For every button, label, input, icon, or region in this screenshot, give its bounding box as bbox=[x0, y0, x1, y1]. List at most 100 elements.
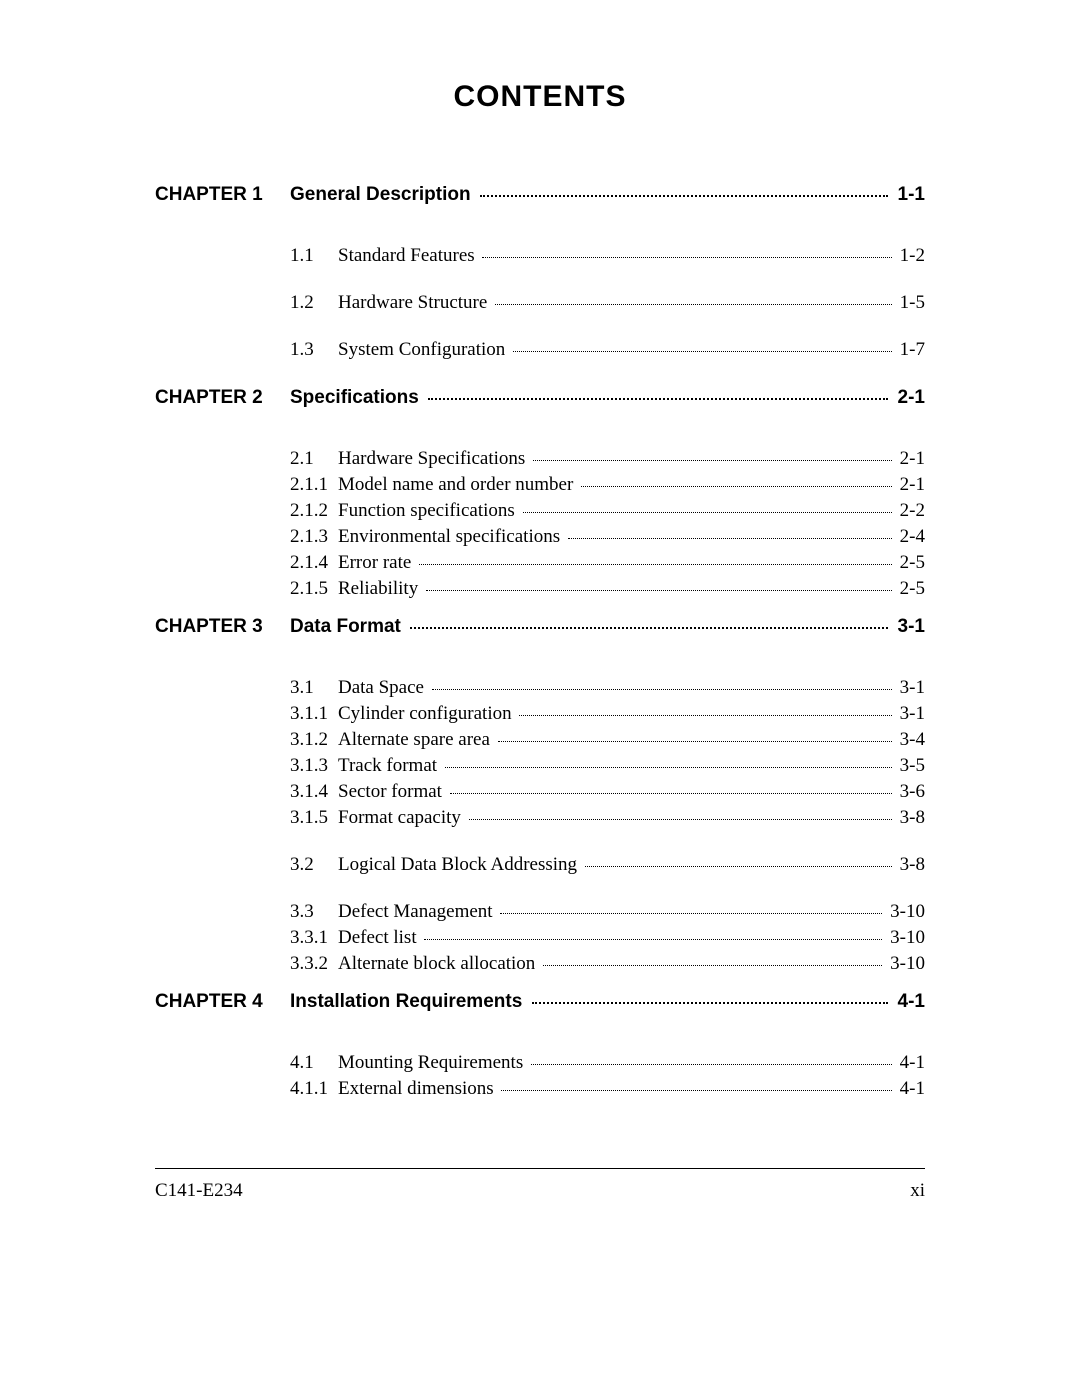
subsection-number: 3.1.4 bbox=[290, 782, 338, 801]
subsection-number: 3.1.2 bbox=[290, 730, 338, 749]
chapter-title-text: Specifications bbox=[290, 387, 424, 409]
subsection-title: Function specifications bbox=[338, 501, 520, 520]
section-page: 2-1 bbox=[895, 449, 925, 468]
subsection-page: 3-4 bbox=[895, 730, 925, 749]
subsection-page: 3-8 bbox=[895, 808, 925, 827]
section-row: 1.1Standard Features 1-2 bbox=[290, 246, 925, 265]
subsection-title: Error rate bbox=[338, 553, 416, 572]
leader-dots bbox=[426, 590, 892, 591]
section-title: Hardware Specifications bbox=[338, 449, 530, 468]
section-number: 3.1 bbox=[290, 678, 338, 697]
subsection-number: 3.1.3 bbox=[290, 756, 338, 775]
subsection-title: Alternate block allocation bbox=[338, 954, 540, 973]
subsection-number: 3.1.5 bbox=[290, 808, 338, 827]
chapter-label: CHAPTER 2 bbox=[155, 387, 290, 409]
subsection-row: 2.1.3Environmental specifications 2-4 bbox=[290, 527, 925, 546]
subsection-row: 2.1.4Error rate 2-5 bbox=[290, 553, 925, 572]
section-page: 3-10 bbox=[885, 902, 925, 921]
section-page: 3-8 bbox=[895, 855, 925, 874]
leader-dots bbox=[495, 304, 892, 305]
chapter-row: CHAPTER 3Data Format 3-1 bbox=[155, 616, 925, 638]
footer-doc-id: C141-E234 bbox=[155, 1180, 243, 1202]
subsection-number: 2.1.4 bbox=[290, 553, 338, 572]
section-page: 3-1 bbox=[895, 678, 925, 697]
toc-page: CONTENTS CHAPTER 1General Description 1-… bbox=[155, 80, 925, 1116]
section-number: 1.2 bbox=[290, 293, 338, 312]
chapter-row: CHAPTER 2Specifications 2-1 bbox=[155, 387, 925, 409]
subsection-title: Cylinder configuration bbox=[338, 704, 516, 723]
leader-dots bbox=[513, 351, 892, 352]
section-page: 1-7 bbox=[895, 340, 925, 359]
section-title: Standard Features bbox=[338, 246, 479, 265]
chapter-title: General Description 1-1 bbox=[290, 184, 925, 206]
subsection-title: Alternate spare area bbox=[338, 730, 495, 749]
leader-dots bbox=[424, 939, 882, 940]
leader-dots bbox=[432, 689, 892, 690]
leader-dots bbox=[445, 767, 892, 768]
subsection-page: 2-5 bbox=[895, 553, 925, 572]
subsection-title: Format capacity bbox=[338, 808, 466, 827]
leader-dots bbox=[585, 866, 892, 867]
subsection-page: 3-10 bbox=[885, 928, 925, 947]
section-row: 1.3System Configuration 1-7 bbox=[290, 340, 925, 359]
chapter-title: Specifications 2-1 bbox=[290, 387, 925, 409]
leader-dots bbox=[531, 1064, 892, 1065]
chapter-label: CHAPTER 3 bbox=[155, 616, 290, 638]
subsection-title: Reliability bbox=[338, 579, 423, 598]
subsection-number: 2.1.1 bbox=[290, 475, 338, 494]
subsection-number: 3.3.2 bbox=[290, 954, 338, 973]
section-number: 3.3 bbox=[290, 902, 338, 921]
leader-dots bbox=[523, 512, 892, 513]
leader-dots bbox=[450, 793, 892, 794]
chapter-row: CHAPTER 1General Description 1-1 bbox=[155, 184, 925, 206]
leader-dots bbox=[519, 715, 892, 716]
subsection-row: 2.1.5Reliability 2-5 bbox=[290, 579, 925, 598]
subsection-title: Track format bbox=[338, 756, 442, 775]
section-block: 2.1Hardware Specifications 2-1 2.1.1Model… bbox=[290, 449, 925, 598]
leader-dots bbox=[482, 257, 892, 258]
chapter-page: 2-1 bbox=[892, 387, 925, 409]
leader-dots bbox=[581, 486, 892, 487]
section-number: 1.3 bbox=[290, 340, 338, 359]
chapter-row: CHAPTER 4Installation Requirements 4-1 bbox=[155, 991, 925, 1013]
subsection-row: 3.1.3Track format 3-5 bbox=[290, 756, 925, 775]
subsection-page: 3-10 bbox=[885, 954, 925, 973]
section-page: 1-5 bbox=[895, 293, 925, 312]
footer-page-number: xi bbox=[910, 1180, 925, 1202]
subsection-number: 4.1.1 bbox=[290, 1079, 338, 1098]
section-block: 3.1Data Space 3-13.1.1Cylinder configura… bbox=[290, 678, 925, 973]
leader-dots bbox=[532, 1002, 889, 1004]
leader-dots bbox=[410, 627, 888, 629]
toc-body: CHAPTER 1General Description 1-1 1.1Stand… bbox=[155, 184, 925, 1098]
section-row: 4.1Mounting Requirements 4-1 bbox=[290, 1053, 925, 1072]
subsection-row: 4.1.1External dimensions 4-1 bbox=[290, 1079, 925, 1098]
chapter-title: Data Format 3-1 bbox=[290, 616, 925, 638]
subsection-row: 3.1.1Cylinder configuration 3-1 bbox=[290, 704, 925, 723]
section-page: 4-1 bbox=[895, 1053, 925, 1072]
subsection-page: 2-4 bbox=[895, 527, 925, 546]
subsection-page: 4-1 bbox=[895, 1079, 925, 1098]
subsection-row: 2.1.2Function specifications 2-2 bbox=[290, 501, 925, 520]
subsection-row: 3.3.2Alternate block allocation 3-10 bbox=[290, 954, 925, 973]
subsection-number: 2.1.3 bbox=[290, 527, 338, 546]
section-number: 1.1 bbox=[290, 246, 338, 265]
subsection-title: Environmental specifications bbox=[338, 527, 565, 546]
section-page: 1-2 bbox=[895, 246, 925, 265]
subsection-row: 3.1.5Format capacity 3-8 bbox=[290, 808, 925, 827]
section-title: Defect Management bbox=[338, 902, 497, 921]
leader-dots bbox=[543, 965, 882, 966]
section-number: 3.2 bbox=[290, 855, 338, 874]
chapter-page: 1-1 bbox=[892, 184, 925, 206]
leader-dots bbox=[469, 819, 892, 820]
section-title: Logical Data Block Addressing bbox=[338, 855, 582, 874]
subsection-title: Defect list bbox=[338, 928, 421, 947]
subsection-title: Model name and order number bbox=[338, 475, 578, 494]
subsection-page: 2-5 bbox=[895, 579, 925, 598]
chapter-label: CHAPTER 1 bbox=[155, 184, 290, 206]
leader-dots bbox=[568, 538, 892, 539]
section-number: 2.1 bbox=[290, 449, 338, 468]
chapter-label: CHAPTER 4 bbox=[155, 991, 290, 1013]
subsection-row: 3.1.4Sector format 3-6 bbox=[290, 782, 925, 801]
subsection-page: 3-5 bbox=[895, 756, 925, 775]
section-number: 4.1 bbox=[290, 1053, 338, 1072]
